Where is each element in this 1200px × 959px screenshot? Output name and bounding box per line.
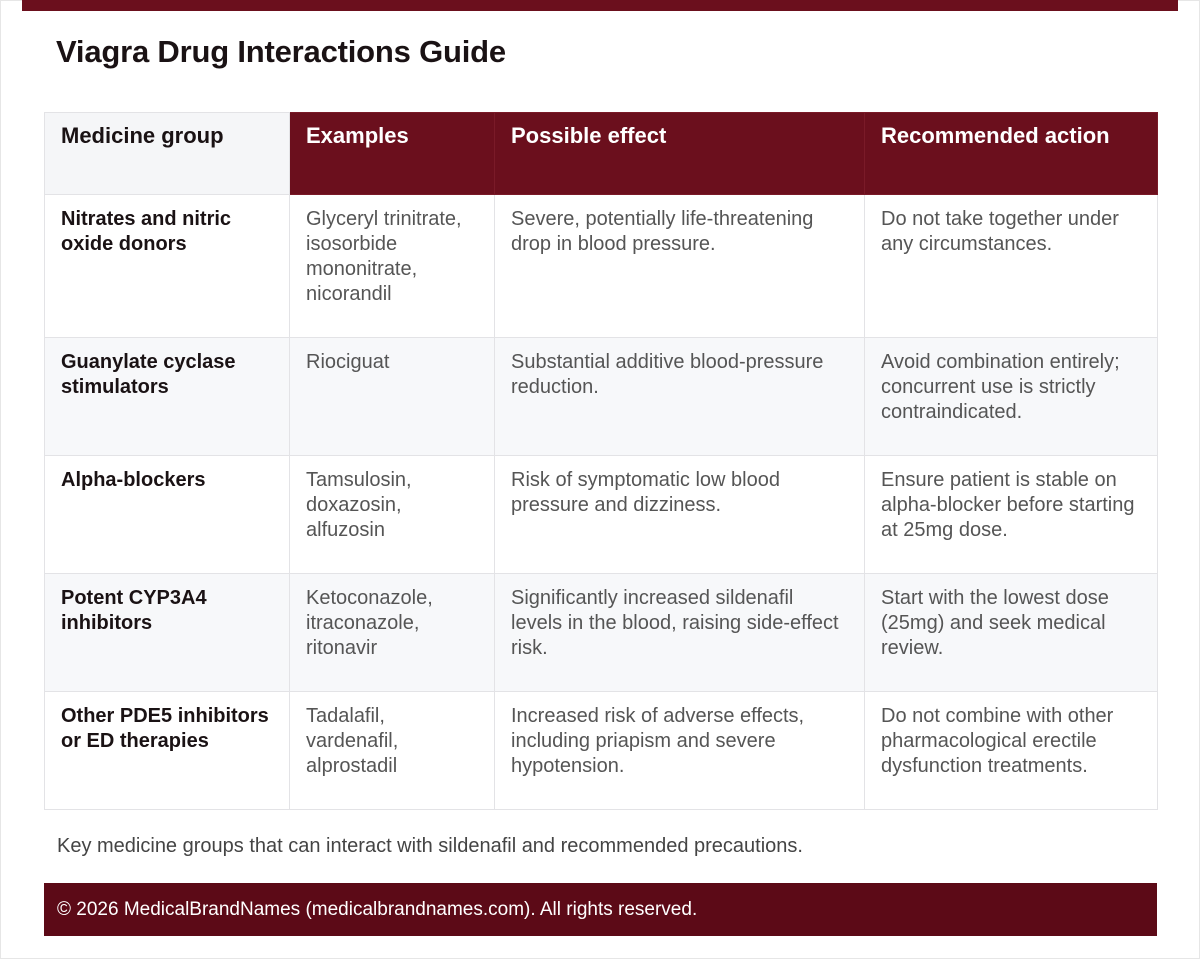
table-row: Other PDE5 inhibitors or ED therapies Ta…: [44, 691, 1158, 810]
cell-action: Do not combine with other pharmacologica…: [864, 691, 1158, 810]
cell-examples: Tamsulosin, doxazosin, alfuzosin: [289, 455, 495, 574]
cell-group: Nitrates and nitric oxide donors: [44, 194, 290, 338]
page-title: Viagra Drug Interactions Guide: [56, 34, 506, 69]
header-recommended-action: Recommended action: [864, 112, 1158, 195]
cell-effect: Substantial additive blood-pressure redu…: [494, 337, 865, 456]
cell-action: Avoid combination entirely; concurrent u…: [864, 337, 1158, 456]
cell-action: Do not take together under any circumsta…: [864, 194, 1158, 338]
table-row: Potent CYP3A4 inhibitors Ketoconazole, i…: [44, 573, 1158, 692]
header-examples: Examples: [289, 112, 495, 195]
cell-effect: Significantly increased sildenafil level…: [494, 573, 865, 692]
cell-examples: Glyceryl trinitrate, isosorbide mononitr…: [289, 194, 495, 338]
header-possible-effect: Possible effect: [494, 112, 865, 195]
table-row: Nitrates and nitric oxide donors Glycery…: [44, 194, 1158, 338]
cell-group: Potent CYP3A4 inhibitors: [44, 573, 290, 692]
copyright-text: © 2026 MedicalBrandNames (medicalbrandna…: [57, 898, 698, 920]
table-row: Alpha-blockers Tamsulosin, doxazosin, al…: [44, 455, 1158, 574]
header-medicine-group: Medicine group: [44, 112, 290, 195]
footer-bar: © 2026 MedicalBrandNames (medicalbrandna…: [44, 883, 1157, 936]
table-header-row: Medicine group Examples Possible effect …: [44, 112, 1158, 195]
cell-effect: Severe, potentially life-threatening dro…: [494, 194, 865, 338]
cell-group: Other PDE5 inhibitors or ED therapies: [44, 691, 290, 810]
table-caption: Key medicine groups that can interact wi…: [57, 835, 803, 857]
cell-examples: Tadalafil, vardenafil, alprostadil: [289, 691, 495, 810]
cell-effect: Risk of symptomatic low blood pressure a…: [494, 455, 865, 574]
cell-action: Ensure patient is stable on alpha-blocke…: [864, 455, 1158, 574]
top-accent-bar: [22, 0, 1178, 11]
cell-group: Alpha-blockers: [44, 455, 290, 574]
cell-examples: Riociguat: [289, 337, 495, 456]
cell-action: Start with the lowest dose (25mg) and se…: [864, 573, 1158, 692]
cell-group: Guanylate cyclase stimulators: [44, 337, 290, 456]
cell-examples: Ketoconazole, itraconazole, ritonavir: [289, 573, 495, 692]
cell-effect: Increased risk of adverse effects, inclu…: [494, 691, 865, 810]
interactions-table: Medicine group Examples Possible effect …: [44, 112, 1158, 810]
table-row: Guanylate cyclase stimulators Riociguat …: [44, 337, 1158, 456]
